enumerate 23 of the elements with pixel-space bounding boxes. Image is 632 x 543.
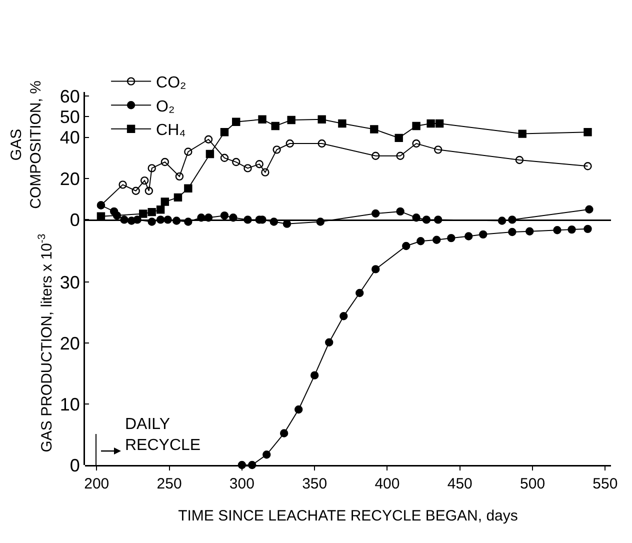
annotation: DAILY RECYCLE	[125, 416, 201, 454]
x-tick-label: 450	[447, 476, 472, 492]
y-tick-label: 0	[70, 455, 80, 476]
y-tick-label: 30	[60, 272, 80, 292]
y-tick-label: 50	[60, 107, 80, 128]
x-tick-label: 500	[520, 476, 546, 492]
y-tick-label: 20	[60, 168, 80, 189]
legend-label: CO₂	[156, 74, 186, 92]
x-tick-label: 400	[374, 476, 400, 492]
y-tick-label: 20	[60, 333, 80, 354]
y-tick-label: 40	[60, 128, 80, 148]
x-tick-label: 200	[84, 476, 110, 492]
x-tick-label: 300	[229, 476, 254, 492]
x-tick-label: 350	[302, 476, 328, 492]
y-tick-label: 60	[60, 86, 80, 106]
y-tick-label: 10	[60, 394, 80, 414]
x-tick-label: 550	[592, 476, 618, 492]
y-tick-label: 0	[70, 210, 80, 230]
y-axis-title: GAS COMPOSITION, %	[8, 80, 45, 209]
legend-label: CH₄	[156, 122, 186, 140]
x-tick-label: 250	[156, 476, 182, 492]
legend-label: O₂	[156, 98, 175, 116]
x-axis-title: TIME SINCE LEACHATE RECYCLE BEGAN, days	[178, 507, 518, 524]
